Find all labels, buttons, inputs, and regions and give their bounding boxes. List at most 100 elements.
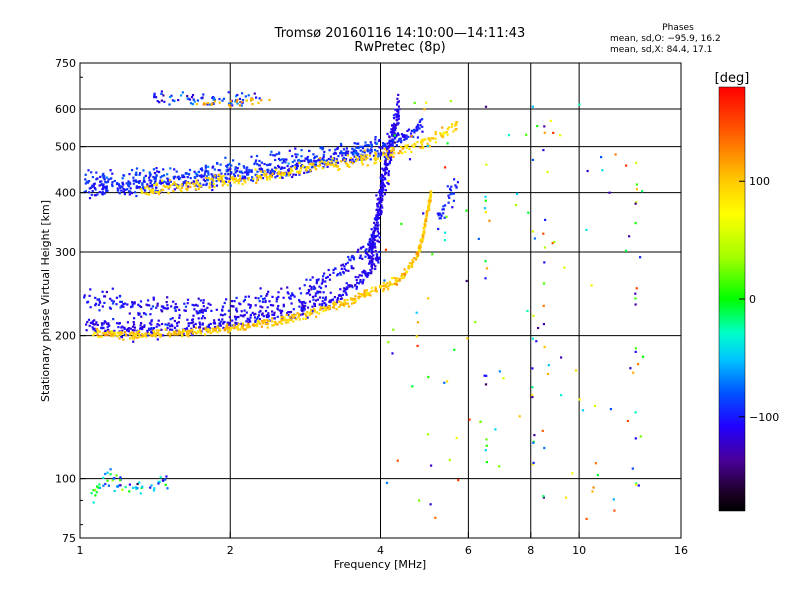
- data-point: [192, 314, 195, 317]
- data-point: [402, 133, 405, 137]
- data-point: [322, 158, 325, 162]
- data-point: [131, 305, 134, 308]
- data-point: [586, 169, 589, 173]
- data-point: [106, 326, 109, 329]
- data-point: [308, 311, 311, 314]
- data-point: [585, 228, 588, 231]
- data-point: [201, 96, 204, 99]
- data-point: [167, 183, 170, 186]
- data-point: [313, 157, 316, 160]
- data-point: [151, 184, 154, 187]
- data-point: [254, 173, 257, 176]
- data-point: [275, 167, 278, 170]
- data-point: [172, 176, 175, 179]
- data-point: [151, 188, 154, 191]
- data-point: [237, 323, 240, 326]
- data-point: [101, 290, 104, 293]
- data-point: [392, 155, 395, 158]
- data-point: [379, 154, 382, 157]
- data-point: [294, 164, 297, 167]
- data-point: [177, 329, 180, 332]
- data-point: [243, 298, 246, 301]
- data-point: [310, 288, 313, 291]
- data-point: [364, 158, 367, 161]
- data-point: [400, 139, 403, 142]
- data-point: [356, 250, 359, 253]
- data-point: [305, 166, 309, 169]
- data-point: [205, 175, 208, 178]
- data-point: [318, 303, 321, 306]
- data-point: [254, 168, 257, 171]
- data-point: [292, 308, 295, 311]
- data-point: [88, 191, 91, 194]
- data-point: [415, 126, 418, 129]
- data-point: [103, 301, 106, 304]
- data-point: [152, 333, 155, 337]
- data-point: [167, 186, 170, 189]
- data-point: [267, 314, 270, 317]
- data-point: [365, 154, 369, 157]
- data-point: [639, 435, 642, 438]
- data-point: [115, 303, 118, 306]
- data-point: [436, 212, 439, 215]
- data-point: [169, 184, 172, 187]
- data-point: [266, 320, 269, 323]
- data-point: [276, 307, 279, 310]
- data-point: [233, 181, 236, 184]
- data-point: [128, 173, 131, 176]
- data-point: [269, 163, 272, 166]
- data-point: [109, 468, 112, 471]
- data-point: [366, 157, 369, 160]
- data-point: [239, 101, 242, 104]
- data-point: [267, 312, 270, 315]
- data-point: [150, 319, 153, 322]
- data-point: [397, 122, 400, 125]
- data-point: [274, 321, 277, 324]
- data-point: [236, 327, 239, 330]
- data-point: [284, 161, 287, 164]
- data-point: [259, 322, 262, 325]
- data-point: [248, 168, 251, 172]
- data-point: [363, 295, 366, 298]
- data-point: [455, 186, 458, 189]
- data-point: [405, 134, 408, 137]
- data-point: [107, 322, 110, 325]
- data-point: [139, 492, 142, 495]
- data-point: [222, 180, 225, 183]
- data-point: [447, 126, 450, 129]
- data-point: [392, 146, 395, 149]
- data-point: [407, 128, 411, 131]
- data-point: [112, 318, 115, 321]
- data-point: [359, 256, 362, 259]
- data-point: [100, 183, 103, 186]
- data-point: [258, 97, 261, 100]
- data-point: [175, 322, 179, 325]
- data-point: [376, 157, 379, 160]
- data-point: [410, 262, 413, 265]
- data-point: [419, 124, 422, 127]
- data-point: [231, 300, 234, 303]
- data-point: [384, 164, 388, 167]
- data-point: [614, 153, 617, 156]
- data-point: [192, 180, 195, 183]
- data-point: [366, 252, 369, 255]
- data-point: [280, 314, 283, 317]
- data-point: [309, 163, 312, 166]
- data-point: [396, 103, 399, 106]
- data-point: [302, 309, 305, 312]
- data-point: [228, 162, 231, 165]
- data-point: [408, 147, 411, 150]
- data-point: [403, 136, 406, 139]
- data-point: [281, 315, 284, 319]
- data-point: [178, 185, 181, 188]
- data-point: [146, 185, 149, 188]
- data-point: [263, 174, 266, 177]
- data-point: [313, 285, 316, 288]
- data-point: [336, 161, 340, 164]
- data-point: [256, 325, 259, 328]
- x-tick-label: 8: [527, 544, 534, 557]
- data-point: [385, 146, 388, 149]
- data-point: [231, 104, 234, 107]
- data-point: [323, 272, 326, 275]
- data-point: [322, 291, 325, 294]
